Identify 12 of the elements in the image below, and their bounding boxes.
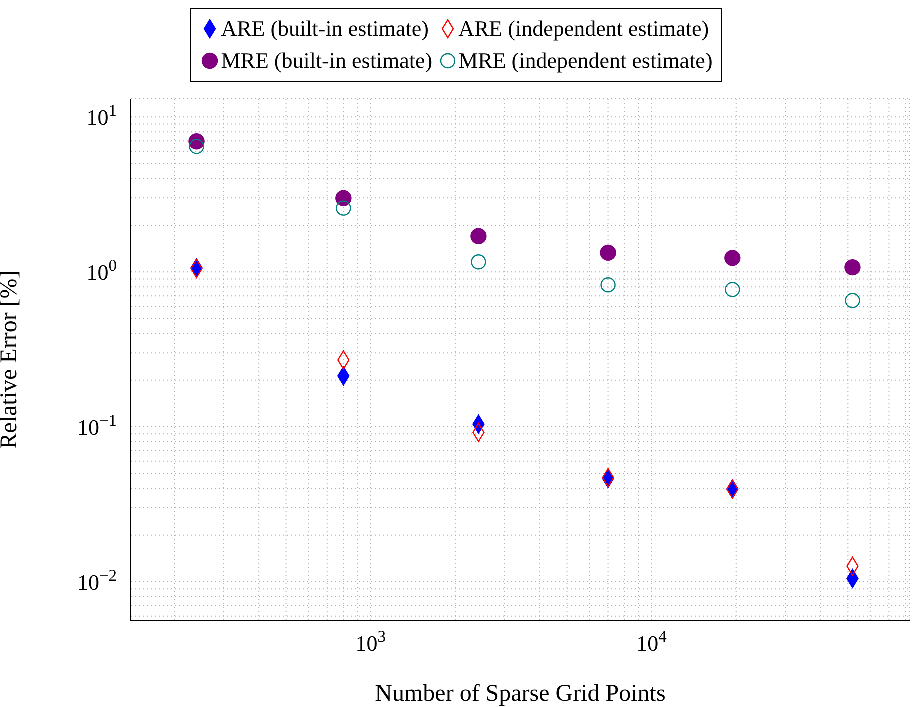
y-tick-label: 10$^{−2}$ — [77, 565, 117, 595]
legend-label: MRE (independent estimate) — [458, 47, 713, 75]
legend-label: MRE (built-in estimate) — [221, 47, 433, 75]
y-tick-label: 10$^{1}$ — [86, 100, 117, 130]
y-tick-label: 10$^{0}$ — [86, 256, 117, 286]
y-tick-label: 10$^{−1}$ — [77, 410, 117, 440]
y-axis-title: Relative Error [%] — [0, 270, 23, 450]
x-tick-label: 10$^{3}$ — [356, 626, 386, 656]
x-axis-title: Number of Sparse Grid Points — [375, 681, 666, 707]
legend-label: ARE (built-in estimate) — [221, 15, 429, 43]
legend-label: ARE (independent estimate) — [458, 15, 710, 43]
x-tick-label: 10$^{4}$ — [636, 626, 667, 656]
